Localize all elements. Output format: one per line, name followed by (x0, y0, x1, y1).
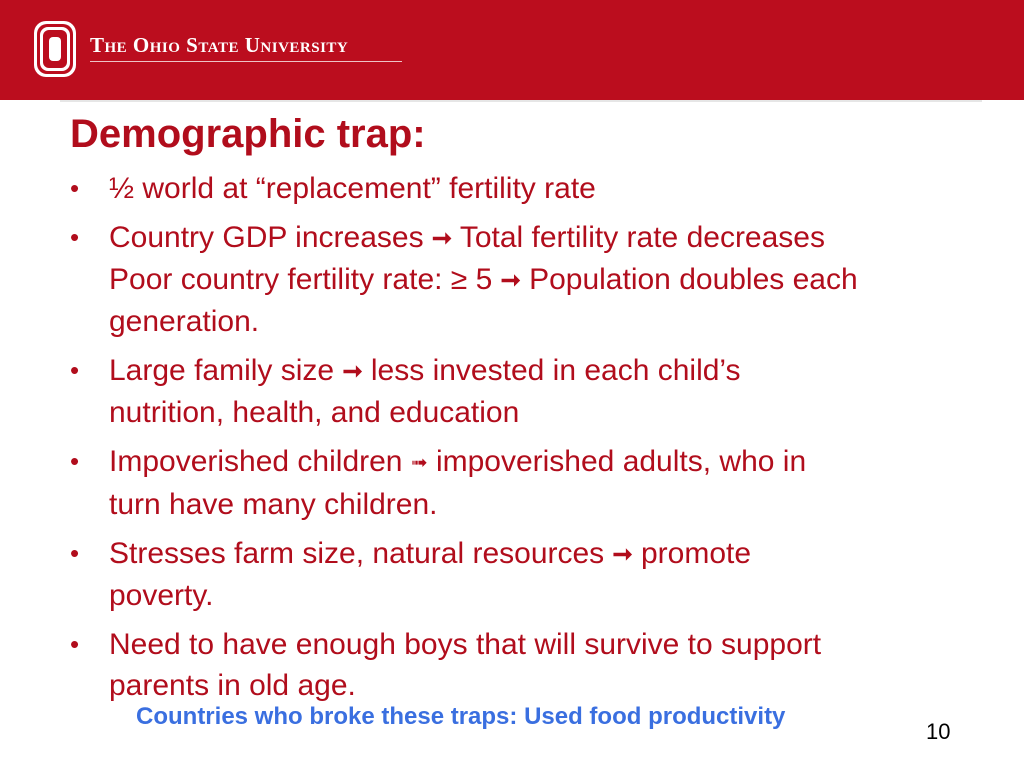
bullet-icon: • (70, 446, 80, 476)
bullet-text: Need to have enough boys that will survi… (109, 628, 822, 661)
bullet-text: promote (640, 537, 752, 570)
bullet-text: parents in old age. (109, 669, 356, 702)
list-item: • Need to have enough boys that will sur… (70, 624, 980, 706)
university-name: The Ohio State University (90, 33, 349, 57)
page-number: 10 (926, 719, 951, 744)
bullet-icon: • (70, 222, 80, 252)
bullet-text: impoverished adults, who in (435, 445, 807, 478)
footer-note: Countries who broke these traps: Used fo… (136, 703, 786, 730)
list-item: • Impoverished children ➟ impoverished a… (70, 441, 980, 525)
content-divider (60, 100, 982, 102)
bullet-list: • ½ world at “replacement” fertility rat… (70, 168, 980, 714)
arrow-right-icon: ➞ (342, 358, 363, 385)
arrow-right-icon: ➞ (612, 541, 633, 568)
dashed-arrow-right-icon: ➟ (410, 452, 428, 474)
bullet-text: Country GDP increases (109, 221, 424, 254)
arrow-right-icon: ➞ (431, 225, 453, 252)
bullet-text: Poor country fertility rate: ≥ 5 (109, 263, 493, 296)
bullet-text: generation. (109, 305, 260, 338)
bullet-icon: • (70, 173, 80, 203)
bullet-icon: • (70, 629, 80, 659)
list-item: • Country GDP increases ➞ Total fertilit… (70, 217, 980, 342)
slide-title: Demographic trap: (70, 112, 426, 156)
bullet-text: poverty. (109, 579, 214, 612)
bullet-text: Total fertility rate decreases (459, 221, 825, 254)
bullet-text: Large family size (109, 354, 335, 387)
header-divider (90, 61, 402, 62)
bullet-text: Impoverished children (109, 445, 403, 478)
list-item: • Stresses farm size, natural resources … (70, 533, 980, 616)
bullet-text: ½ world at “replacement” fertility rate (109, 172, 596, 205)
bullet-text: Stresses farm size, natural resources (109, 537, 605, 570)
bullet-text: Population doubles each (529, 263, 858, 296)
bullet-text: turn have many children. (109, 488, 438, 521)
bullet-icon: • (70, 538, 80, 568)
header-bar: The Ohio State University (0, 0, 1024, 100)
arrow-right-icon: ➞ (500, 267, 521, 294)
bullet-text: less invested in each child’s (370, 354, 741, 387)
bullet-text: nutrition, health, and education (109, 396, 520, 429)
list-item: • ½ world at “replacement” fertility rat… (70, 168, 980, 209)
bullet-icon: • (70, 355, 80, 385)
list-item: • Large family size ➞ less invested in e… (70, 350, 980, 433)
block-o-icon (34, 21, 76, 77)
